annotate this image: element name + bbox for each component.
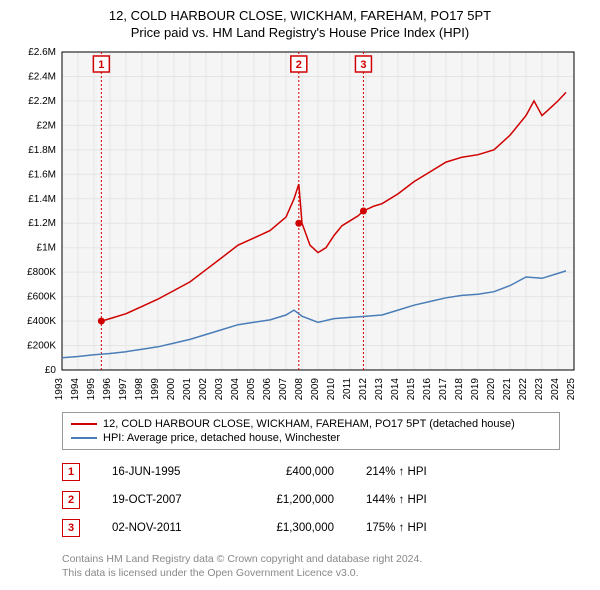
x-tick-label: 2005 bbox=[246, 378, 257, 401]
y-tick-label: £200K bbox=[27, 341, 56, 352]
y-tick-label: £1M bbox=[37, 243, 56, 254]
marker-table-pct: 144% ↑ HPI bbox=[366, 494, 466, 506]
marker-table-price: £1,300,000 bbox=[244, 522, 334, 534]
x-tick-label: 2022 bbox=[518, 378, 529, 401]
x-tick-label: 2009 bbox=[310, 378, 321, 401]
x-tick-label: 1995 bbox=[86, 378, 97, 401]
y-tick-label: £400K bbox=[27, 316, 56, 327]
x-tick-label: 2002 bbox=[198, 378, 209, 401]
legend-label: HPI: Average price, detached house, Winc… bbox=[103, 432, 340, 444]
y-tick-label: £2.6M bbox=[28, 47, 56, 58]
x-tick-label: 2023 bbox=[534, 378, 545, 401]
x-tick-label: 2016 bbox=[422, 378, 433, 401]
y-tick-label: £2.4M bbox=[28, 71, 56, 82]
x-tick-label: 2018 bbox=[454, 378, 465, 401]
x-tick-label: 2000 bbox=[166, 378, 177, 401]
title-block: 12, COLD HARBOUR CLOSE, WICKHAM, FAREHAM… bbox=[12, 8, 588, 40]
x-tick-label: 1997 bbox=[118, 378, 129, 401]
y-tick-label: £1.6M bbox=[28, 169, 56, 180]
x-tick-label: 2019 bbox=[470, 378, 481, 401]
footer-line1: Contains HM Land Registry data © Crown c… bbox=[62, 552, 560, 566]
y-tick-label: £1.8M bbox=[28, 145, 56, 156]
y-tick-label: £1.2M bbox=[28, 218, 56, 229]
x-tick-label: 1999 bbox=[150, 378, 161, 401]
x-tick-label: 2013 bbox=[374, 378, 385, 401]
marker-table-box: 1 bbox=[62, 463, 80, 481]
x-tick-label: 2010 bbox=[326, 378, 337, 401]
y-tick-label: £0 bbox=[45, 365, 57, 376]
x-tick-label: 2001 bbox=[182, 378, 193, 401]
marker-table-row: 3 02-NOV-2011 £1,300,000 175% ↑ HPI bbox=[62, 514, 560, 542]
y-tick-label: £2M bbox=[37, 120, 56, 131]
legend-box: 12, COLD HARBOUR CLOSE, WICKHAM, FAREHAM… bbox=[62, 412, 560, 450]
marker-table-box: 3 bbox=[62, 519, 80, 537]
marker-table-box: 2 bbox=[62, 491, 80, 509]
chart-container: 12, COLD HARBOUR CLOSE, WICKHAM, FAREHAM… bbox=[0, 0, 600, 590]
x-tick-label: 2012 bbox=[358, 378, 369, 401]
marker-table-date: 16-JUN-1995 bbox=[112, 466, 212, 478]
marker-table-row: 1 16-JUN-1995 £400,000 214% ↑ HPI bbox=[62, 458, 560, 486]
x-tick-label: 2008 bbox=[294, 378, 305, 401]
x-tick-label: 2014 bbox=[390, 378, 401, 401]
title-line2: Price paid vs. HM Land Registry's House … bbox=[12, 25, 588, 40]
marker-table-pct: 175% ↑ HPI bbox=[366, 522, 466, 534]
y-tick-label: £1.4M bbox=[28, 194, 56, 205]
chart-area: £0 £200K £400K £600K £800K £1M £1.2M £1.4M £1.6M… bbox=[12, 46, 588, 406]
x-tick-label: 2011 bbox=[342, 378, 353, 400]
marker-table-price: £400,000 bbox=[244, 466, 334, 478]
x-tick-label: 2025 bbox=[566, 378, 577, 401]
x-tick-label: 2003 bbox=[214, 378, 225, 401]
y-tick-label: £800K bbox=[27, 267, 56, 278]
y-tick-label: £2.2M bbox=[28, 96, 56, 107]
x-tick-label: 1994 bbox=[70, 378, 81, 401]
marker-table-row: 2 19-OCT-2007 £1,200,000 144% ↑ HPI bbox=[62, 486, 560, 514]
x-tick-label: 2007 bbox=[278, 378, 289, 401]
legend-label: 12, COLD HARBOUR CLOSE, WICKHAM, FAREHAM… bbox=[103, 418, 515, 430]
markers-table: 1 16-JUN-1995 £400,000 214% ↑ HPI 2 19-OCT-20… bbox=[62, 458, 560, 542]
marker-number: 3 bbox=[360, 59, 366, 71]
y-tick-label: £600K bbox=[27, 292, 56, 303]
title-line1: 12, COLD HARBOUR CLOSE, WICKHAM, FAREHAM… bbox=[12, 8, 588, 23]
footer-line2: This data is licensed under the Open Gov… bbox=[62, 566, 560, 580]
x-tick-label: 2017 bbox=[438, 378, 449, 401]
legend-row: 12, COLD HARBOUR CLOSE, WICKHAM, FAREHAM… bbox=[71, 417, 551, 431]
chart-svg: £0 £200K £400K £600K £800K £1M £1.2M £1.4M £1.6M… bbox=[12, 46, 588, 406]
x-tick-label: 1996 bbox=[102, 378, 113, 401]
x-tick-label: 2024 bbox=[550, 378, 561, 401]
legend-swatch bbox=[71, 437, 97, 439]
x-tick-label: 2006 bbox=[262, 378, 273, 401]
marker-table-date: 19-OCT-2007 bbox=[112, 494, 212, 506]
x-tick-label: 2004 bbox=[230, 378, 241, 401]
x-tick-label: 2015 bbox=[406, 378, 417, 401]
marker-number: 2 bbox=[296, 59, 302, 71]
marker-number: 1 bbox=[98, 59, 104, 71]
x-tick-label: 2020 bbox=[486, 378, 497, 401]
marker-table-pct: 214% ↑ HPI bbox=[366, 466, 466, 478]
footer-attribution: Contains HM Land Registry data © Crown c… bbox=[62, 552, 560, 580]
x-tick-label: 2021 bbox=[502, 378, 513, 401]
x-tick-label: 1993 bbox=[54, 378, 65, 401]
marker-table-date: 02-NOV-2011 bbox=[112, 522, 212, 534]
legend-row: HPI: Average price, detached house, Winc… bbox=[71, 431, 551, 445]
x-tick-label: 1998 bbox=[134, 378, 145, 401]
legend-swatch bbox=[71, 423, 97, 425]
marker-table-price: £1,200,000 bbox=[244, 494, 334, 506]
